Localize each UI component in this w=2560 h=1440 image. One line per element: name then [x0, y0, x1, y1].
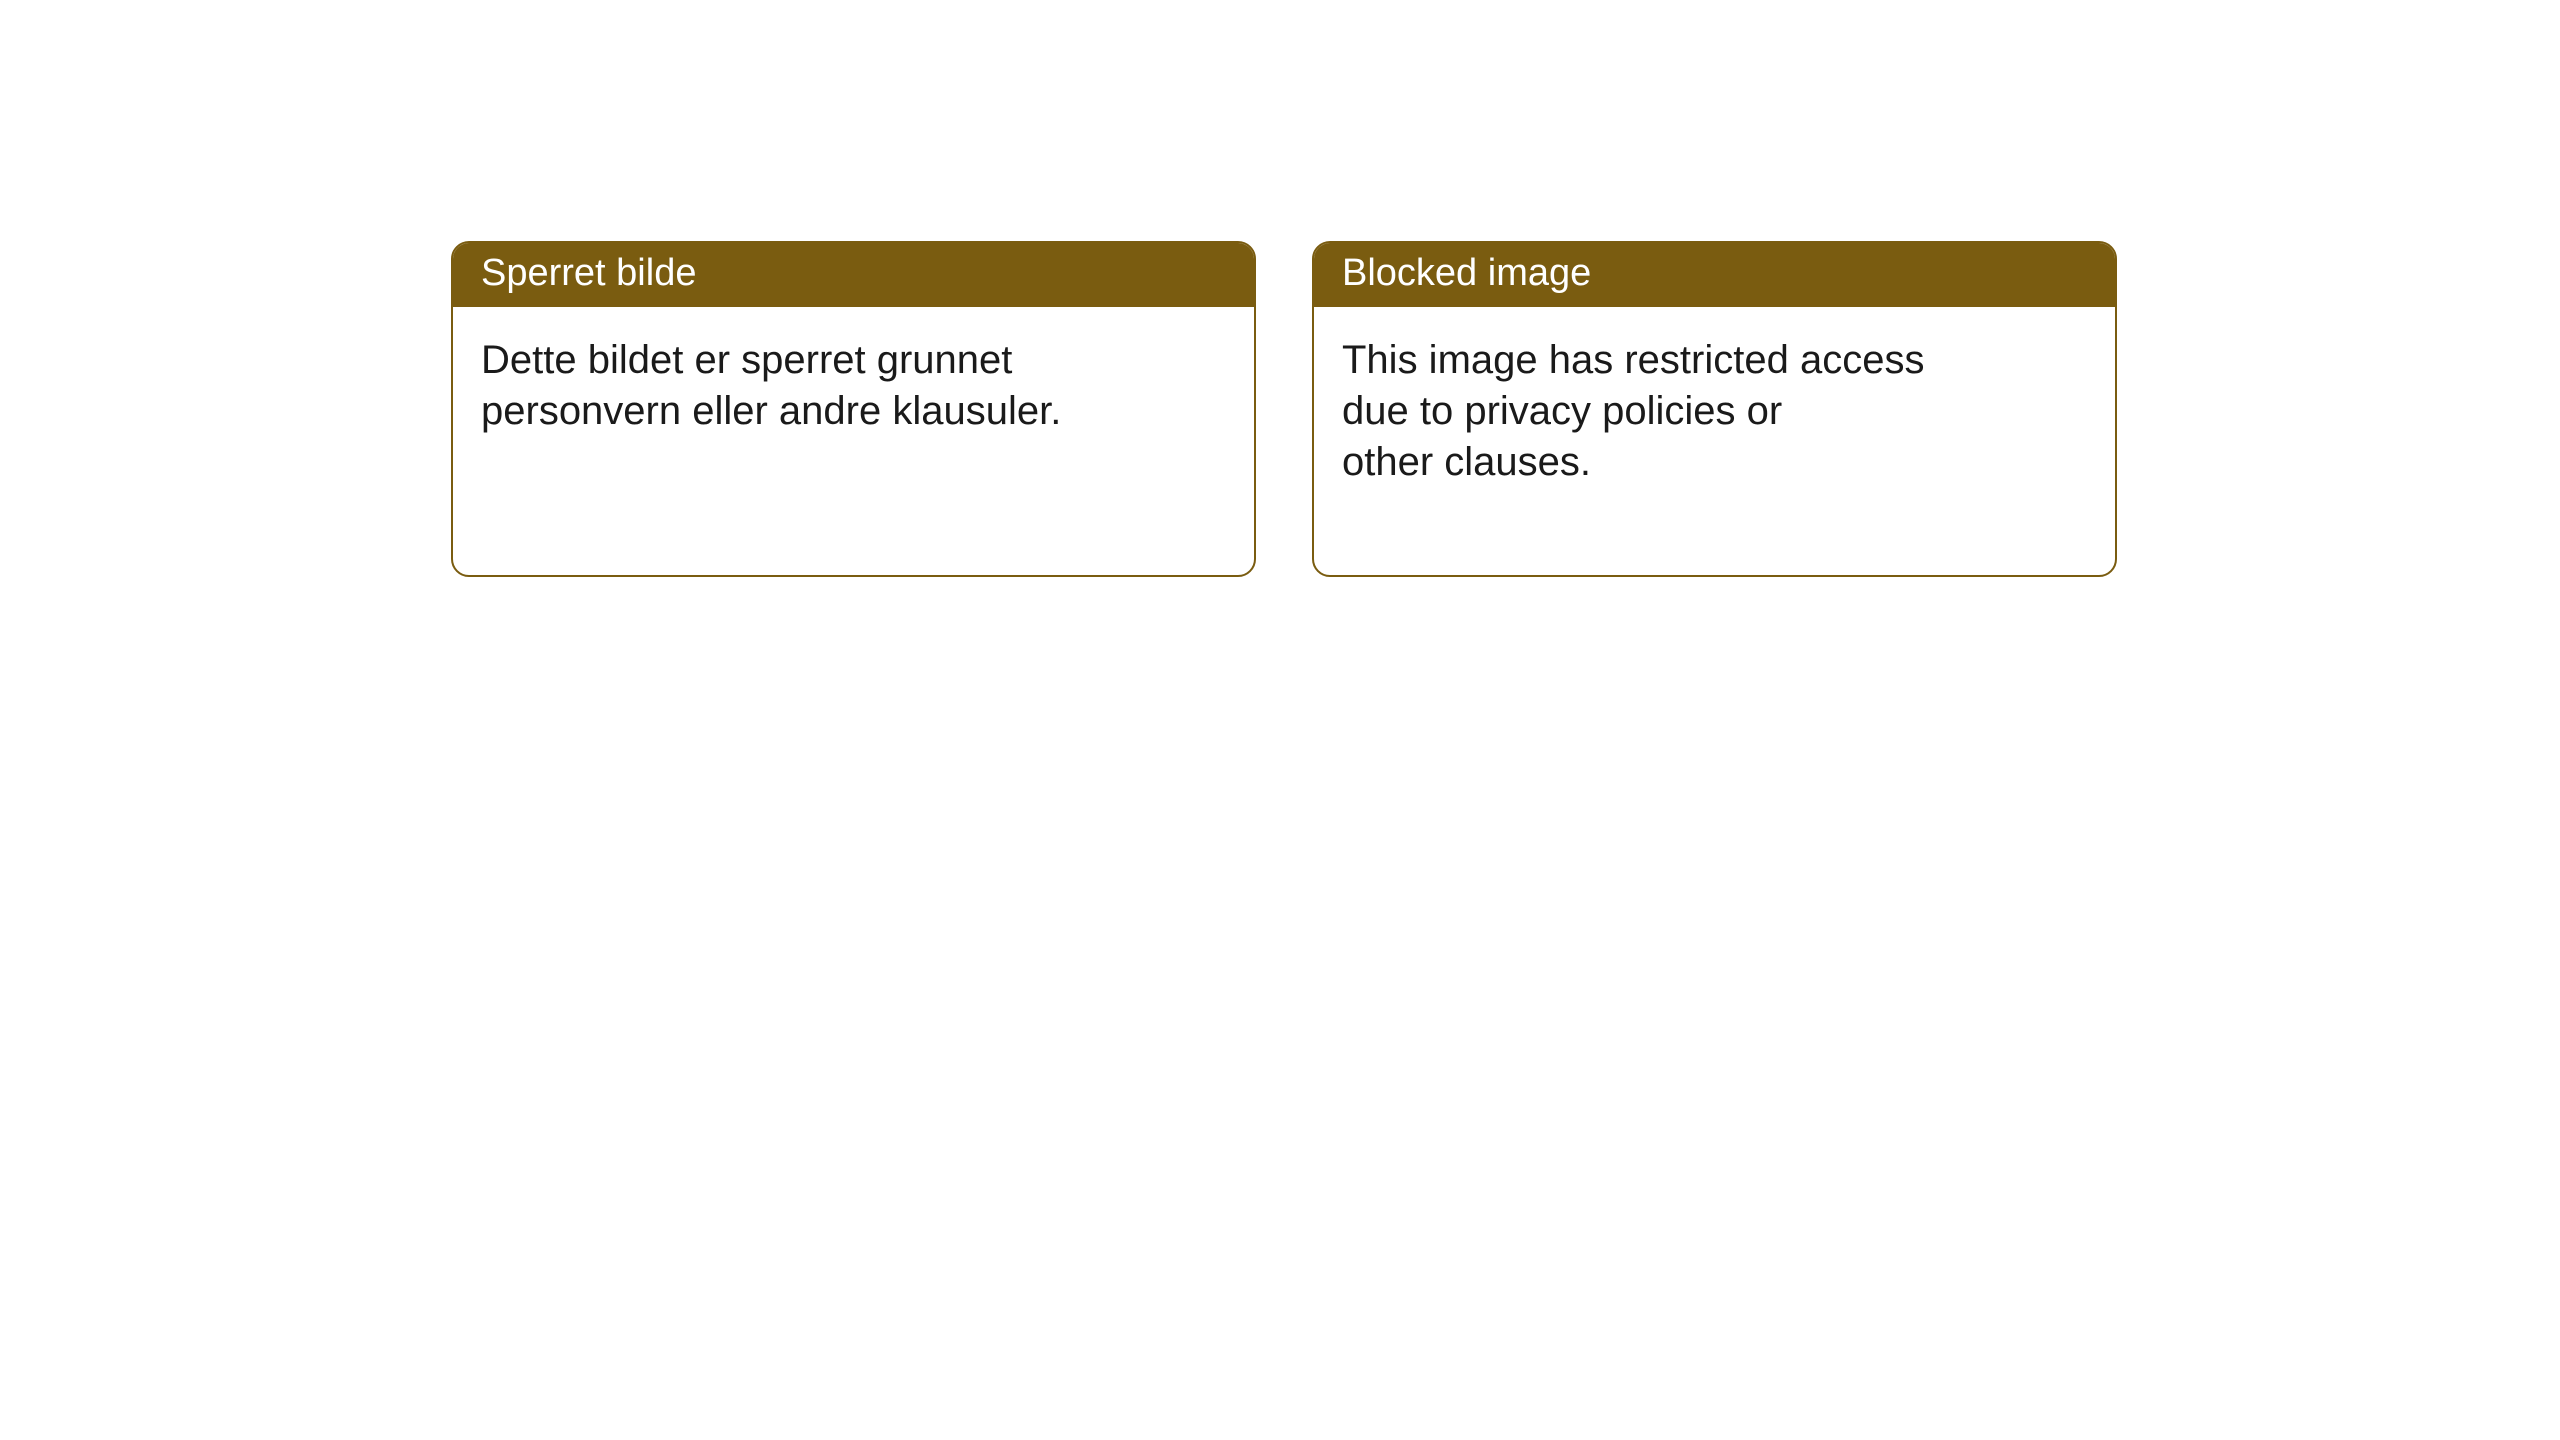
- notice-card-english: Blocked image This image has restricted …: [1312, 241, 2117, 577]
- notice-body: This image has restricted access due to …: [1314, 307, 1994, 509]
- notice-body: Dette bildet er sperret grunnet personve…: [453, 307, 1133, 457]
- notice-header: Sperret bilde: [453, 243, 1254, 307]
- notice-header: Blocked image: [1314, 243, 2115, 307]
- notice-card-norwegian: Sperret bilde Dette bildet er sperret gr…: [451, 241, 1256, 577]
- notice-container: Sperret bilde Dette bildet er sperret gr…: [0, 0, 2560, 577]
